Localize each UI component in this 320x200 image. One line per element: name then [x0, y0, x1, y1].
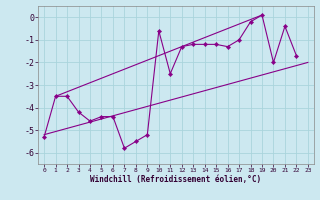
X-axis label: Windchill (Refroidissement éolien,°C): Windchill (Refroidissement éolien,°C) — [91, 175, 261, 184]
